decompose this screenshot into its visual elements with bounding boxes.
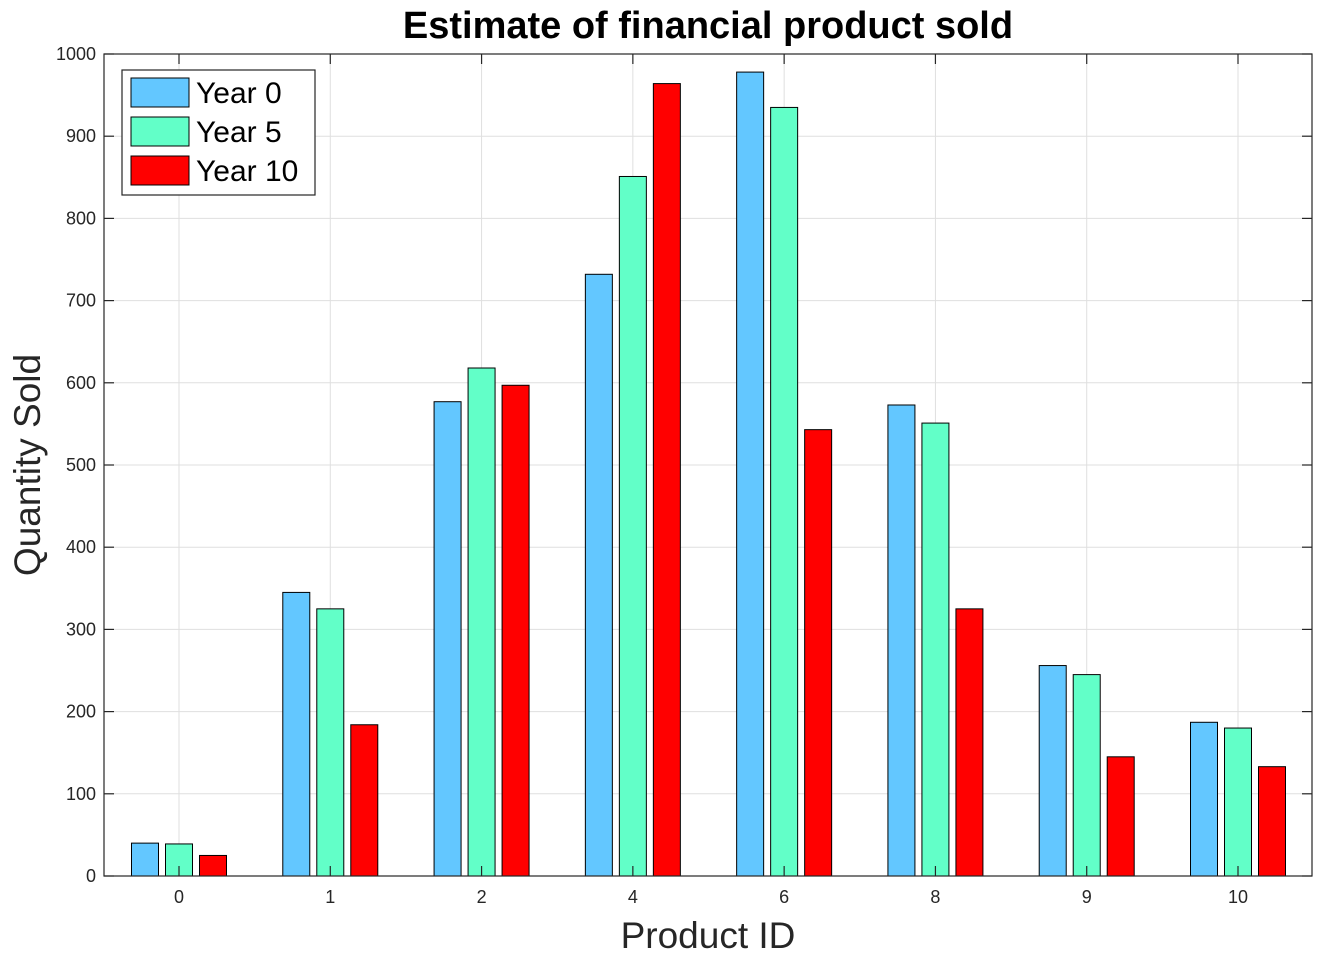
y-tick-label: 700: [66, 291, 96, 311]
y-tick-label: 1000: [56, 44, 96, 64]
x-tick-label: 6: [779, 887, 789, 907]
bar-year-0-product-1: [282, 591, 311, 877]
bar-year-10-product-9: [1106, 756, 1135, 877]
x-axis-label: Product ID: [621, 915, 796, 956]
x-tick-label: 4: [628, 887, 638, 907]
legend-label: Year 5: [196, 116, 282, 149]
bar-year-5-product-2: [467, 367, 496, 877]
bar-year-10-product-8: [955, 608, 984, 877]
x-tick-label: 8: [930, 887, 940, 907]
bar-year-5-product-4: [618, 175, 647, 877]
y-tick-label: 900: [66, 126, 96, 146]
y-tick-label: 200: [66, 702, 96, 722]
y-tick-label: 500: [66, 455, 96, 475]
y-tick-label: 100: [66, 784, 96, 804]
y-tick-label: 300: [66, 619, 96, 639]
bar-year-10-product-6: [804, 429, 833, 877]
legend-swatch: [130, 77, 190, 108]
legend-label: Year 0: [196, 77, 282, 110]
bars: [131, 71, 1286, 877]
bar-year-10-product-4: [652, 83, 681, 877]
bar-year-10-product-1: [350, 724, 379, 877]
chart-title: Estimate of financial product sold: [403, 5, 1013, 47]
bar-year-5-product-1: [316, 608, 345, 877]
bar-year-10-product-0: [199, 854, 227, 877]
y-tick-label: 0: [86, 866, 96, 886]
bar-year-5-product-10: [1224, 727, 1252, 877]
y-axis-label: Quantity Sold: [7, 354, 48, 576]
bar-year-5-product-6: [770, 106, 799, 877]
bar-year-0-product-4: [584, 273, 613, 877]
legend-label: Year 10: [196, 155, 298, 188]
bar-year-0-product-8: [887, 404, 916, 877]
bar-year-0-product-0: [131, 842, 159, 877]
legend-swatch: [130, 155, 190, 186]
x-tick-label: 2: [477, 887, 487, 907]
y-tick-label: 600: [66, 373, 96, 393]
x-tick-label: 10: [1228, 887, 1248, 907]
bar-year-5-product-9: [1072, 674, 1101, 877]
bar-year-0-product-9: [1038, 665, 1067, 877]
axis-ticks: 0 100 200 300 400 500 600 700 800 900 1000 0 1 2 4 6 8 9 1…: [56, 44, 1312, 907]
bar-year-0-product-2: [433, 401, 462, 877]
y-tick-label: 800: [66, 208, 96, 228]
bar-year-10-product-2: [501, 384, 530, 877]
bar-year-10-product-10: [1258, 766, 1286, 877]
bar-year-0-product-10: [1190, 721, 1218, 877]
x-tick-label: 1: [325, 887, 335, 907]
legend-swatch: [130, 116, 190, 147]
bar-year-5-product-8: [921, 422, 950, 877]
x-tick-label: 0: [174, 887, 184, 907]
y-tick-label: 400: [66, 537, 96, 557]
bar-year-0-product-6: [736, 71, 765, 877]
legend: Year 0 Year 5 Year 10: [121, 69, 316, 196]
x-tick-label: 9: [1082, 887, 1092, 907]
